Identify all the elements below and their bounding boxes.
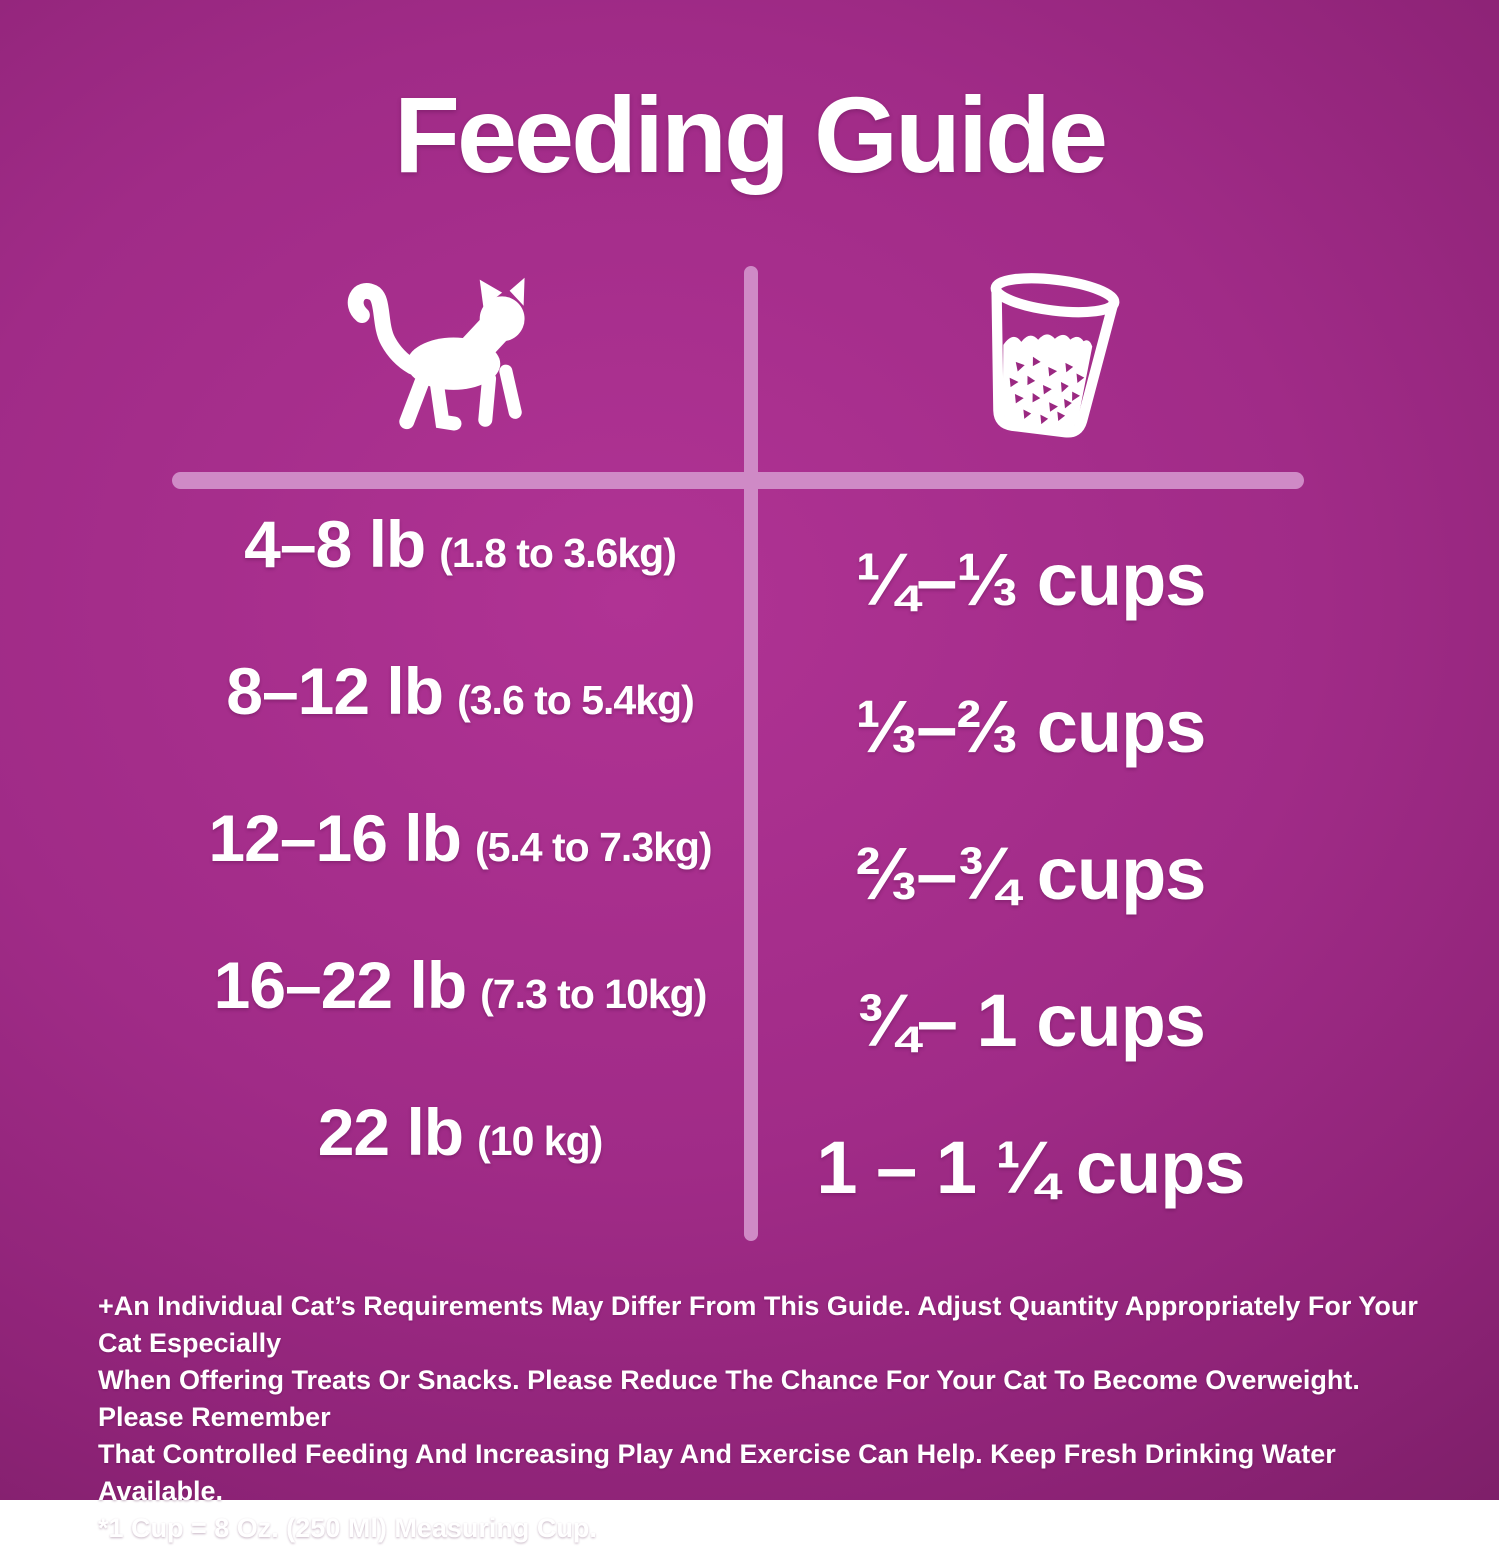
weight-kg: (7.3 to 10kg) xyxy=(480,971,707,1017)
table-row: 8–12 lb (3.6 to 5.4kg) ⅓–⅔ cups xyxy=(0,653,1499,800)
cups-amount: ¼–⅓ cups xyxy=(855,538,1207,621)
weight-lb: 8–12 lb xyxy=(226,654,444,728)
vertical-divider xyxy=(744,266,758,1241)
weight-cell: 8–12 lb (3.6 to 5.4kg) xyxy=(175,653,745,800)
footnote-line: That Controlled Feeding And Increasing P… xyxy=(98,1439,1336,1506)
weight-lb: 12–16 lb xyxy=(208,801,462,875)
cups-amount: ¾– 1 cups xyxy=(856,979,1206,1062)
footnotes: +An Individual Cat’s Requirements May Di… xyxy=(98,1288,1428,1547)
weight-cell: 12–16 lb (5.4 to 7.3kg) xyxy=(175,800,745,947)
table-row: 22 lb (10 kg) 1 – 1 ¼ cups xyxy=(0,1094,1499,1241)
weight-lb: 22 lb xyxy=(317,1095,464,1169)
cups-cell: ¾– 1 cups xyxy=(758,947,1303,1094)
page-title: Feeding Guide xyxy=(393,74,1108,195)
weight-cell: 22 lb (10 kg) xyxy=(175,1094,745,1241)
footnote-line: +An Individual Cat’s Requirements May Di… xyxy=(98,1291,1418,1358)
cups-amount: ⅔–¾ cups xyxy=(855,832,1207,915)
footnote-line: When Offering Treats Or Snacks. Please R… xyxy=(98,1365,1360,1432)
cups-cell: ¼–⅓ cups xyxy=(758,506,1303,653)
measuring-cup-icon xyxy=(972,268,1122,448)
table-row: 4–8 lb (1.8 to 3.6kg) ¼–⅓ cups xyxy=(0,506,1499,653)
cat-icon xyxy=(332,272,547,447)
cups-cell: 1 – 1 ¼ cups xyxy=(758,1094,1303,1241)
table-row: 12–16 lb (5.4 to 7.3kg) ⅔–¾ cups xyxy=(0,800,1499,947)
footnote-line: *1 Cup = 8 Oz. (250 Ml) Measuring Cup. xyxy=(98,1513,597,1543)
weight-kg: (10 kg) xyxy=(477,1118,603,1164)
weight-lb: 16–22 lb xyxy=(213,948,468,1022)
weight-kg: (5.4 to 7.3kg) xyxy=(474,824,713,870)
cups-cell: ⅔–¾ cups xyxy=(758,800,1303,947)
cups-cell: ⅓–⅔ cups xyxy=(758,653,1303,800)
weight-lb: 4–8 lb xyxy=(244,507,426,581)
cups-amount: ⅓–⅔ cups xyxy=(855,685,1207,768)
feeding-table: 4–8 lb (1.8 to 3.6kg) ¼–⅓ cups 8–12 lb (… xyxy=(0,506,1499,1241)
cups-amount: 1 – 1 ¼ cups xyxy=(816,1126,1245,1209)
weight-cell: 4–8 lb (1.8 to 3.6kg) xyxy=(175,506,745,653)
horizontal-divider xyxy=(172,472,1304,489)
weight-kg: (3.6 to 5.4kg) xyxy=(457,677,695,723)
weight-cell: 16–22 lb (7.3 to 10kg) xyxy=(175,947,745,1094)
table-row: 16–22 lb (7.3 to 10kg) ¾– 1 cups xyxy=(0,947,1499,1094)
weight-kg: (1.8 to 3.6kg) xyxy=(439,530,677,576)
